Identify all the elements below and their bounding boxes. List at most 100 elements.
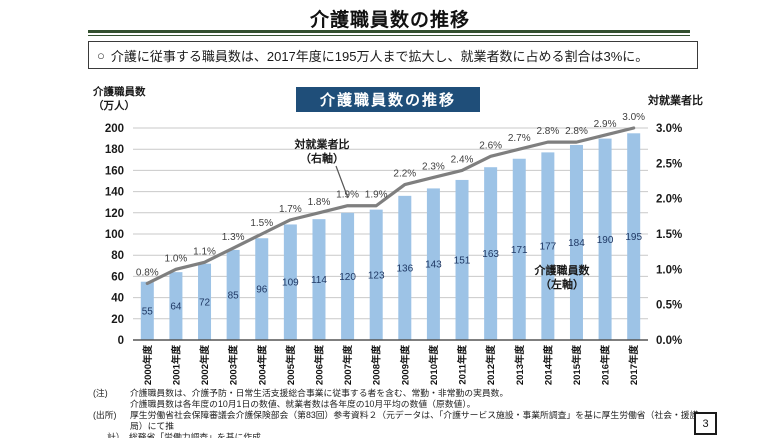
pct-label: 3.0% xyxy=(622,112,645,123)
x-axis-tick: 2005年度 xyxy=(285,345,297,386)
left-axis-tick: 20 xyxy=(111,314,124,326)
x-axis-tick: 2006年度 xyxy=(313,345,325,386)
bar-label: 190 xyxy=(597,235,614,246)
x-axis-tick: 2001年度 xyxy=(170,345,182,386)
bar xyxy=(255,238,269,340)
pct-label: 1.5% xyxy=(250,218,273,229)
bar xyxy=(169,272,183,340)
bar xyxy=(198,263,212,340)
bar-label: 163 xyxy=(482,249,499,260)
x-axis-tick: 2015年度 xyxy=(571,345,583,386)
left-axis-title-line2: （万人） xyxy=(93,99,135,112)
right-axis-tick: 2.0% xyxy=(656,194,682,206)
left-axis-tick: 140 xyxy=(105,187,124,199)
footnote-row: 介護職員数は各年度の10月1日の数値、就業者数は各年度の10月平均の数値（原数値… xyxy=(93,399,699,410)
x-axis-tick: 2016年度 xyxy=(600,345,612,386)
pct-label: 2.6% xyxy=(479,140,502,151)
pct-label: 2.9% xyxy=(594,119,617,130)
bar-label: 114 xyxy=(311,275,327,286)
x-axis-tick: 2010年度 xyxy=(428,345,440,386)
right-axis-tick: 1.0% xyxy=(656,264,682,276)
x-axis-tick: 2011年度 xyxy=(457,345,469,385)
bar xyxy=(140,281,154,340)
x-axis-tick: 2002年度 xyxy=(199,345,211,386)
x-axis-tick: 2013年度 xyxy=(514,345,526,386)
pct-label: 2.3% xyxy=(422,161,445,172)
pct-label: 1.3% xyxy=(222,232,245,243)
footnote-source-line2: 計）、総務省「労働力調査」を基に作成。 xyxy=(107,432,270,438)
right-axis-tick: 0.5% xyxy=(656,300,682,312)
ratio-line xyxy=(145,126,636,286)
left-axis-title-line1: 介護職員数 xyxy=(93,86,146,98)
title-divider xyxy=(88,30,690,36)
bar-label: 96 xyxy=(256,285,268,296)
right-axis-tick: 1.5% xyxy=(656,229,682,241)
left-axis-tick: 80 xyxy=(111,250,124,262)
x-axis-tick: 2012年度 xyxy=(485,345,497,386)
page-title: 介護職員数の推移 xyxy=(309,10,470,31)
pct-label: 1.9% xyxy=(336,190,359,201)
left-axis-tick: 60 xyxy=(111,271,124,283)
footnote-note-line2: 介護職員数は各年度の10月1日の数値、就業者数は各年度の10月平均の数値（原数値… xyxy=(130,399,476,409)
bar-label: 123 xyxy=(368,270,385,281)
left-axis-tick: 0 xyxy=(118,335,124,347)
left-axis-tick: 100 xyxy=(105,229,124,241)
bar-label: 184 xyxy=(568,238,585,249)
bar-label: 120 xyxy=(339,272,356,283)
left-axis-tick: 200 xyxy=(105,123,124,135)
annotation-right-series: 対就業者比 xyxy=(294,137,350,151)
bar xyxy=(627,133,641,340)
bar xyxy=(369,209,383,340)
left-axis-tick: 180 xyxy=(105,144,124,156)
x-axis-tick: 2003年度 xyxy=(228,345,240,386)
bar xyxy=(283,224,297,340)
bar-label: 171 xyxy=(511,245,528,256)
combo-chart: 0 20 40 60 80 100 120 140 160 180 200 0.0% 0.5% 1.0% 1… xyxy=(105,112,682,386)
left-axis-tick: 160 xyxy=(105,165,124,177)
bar-label: 177 xyxy=(540,242,557,253)
annotation-leader-line xyxy=(335,165,349,199)
x-axis-tick: 2009年度 xyxy=(399,345,411,386)
bar xyxy=(341,212,355,340)
pct-label: 1.8% xyxy=(308,197,331,208)
footnote-row: (出所) 厚生労働省社会保障審議会介護保険部会（第83回）参考資料２（元データは… xyxy=(93,410,699,432)
x-axis-tick: 2008年度 xyxy=(371,345,383,386)
left-axis-title: 介護職員数 （万人） xyxy=(93,86,146,113)
pct-label: 2.7% xyxy=(508,133,531,144)
right-axis-tick: 0.0% xyxy=(656,335,682,347)
summary-box: ○ 介護に従事する職員数は、2017年度に195万人まで拡大し、就業者数に占める… xyxy=(88,41,698,69)
bar xyxy=(541,152,555,340)
footnotes: (注) 介護職員数は、介護予防・日常生活支援総合事業に従事する者を含む、常勤・非… xyxy=(93,388,699,438)
bar-label: 136 xyxy=(396,263,413,274)
pct-label: 2.8% xyxy=(536,126,559,137)
right-axis-tick: 2.5% xyxy=(656,158,682,170)
bar xyxy=(398,195,412,340)
pct-label: 1.7% xyxy=(279,204,302,215)
bar-label: 85 xyxy=(228,290,240,301)
bar xyxy=(598,138,612,340)
bar-label: 72 xyxy=(199,297,211,308)
left-axis-tick: 40 xyxy=(111,293,124,305)
bar-label: 195 xyxy=(625,232,642,243)
left-axis-tick: 120 xyxy=(105,208,124,220)
bar xyxy=(569,144,583,340)
bar xyxy=(512,158,526,340)
pct-label: 1.0% xyxy=(165,253,188,264)
bar xyxy=(312,219,326,340)
right-axis-title: 対就業者比 xyxy=(648,95,703,107)
bar-label: 55 xyxy=(142,306,154,317)
x-axis-tick: 2017年度 xyxy=(628,345,640,386)
right-axis-tick: 3.0% xyxy=(656,123,682,135)
bar-label: 64 xyxy=(170,302,182,313)
bar-label: 109 xyxy=(282,278,299,289)
x-axis-tick: 2014年度 xyxy=(542,345,554,386)
chart-title-banner: 介護職員数の推移 xyxy=(296,87,480,112)
annotation-right-series: （右軸） xyxy=(300,151,344,165)
pct-label: 2.4% xyxy=(451,154,474,165)
pct-label: 0.8% xyxy=(136,267,159,278)
x-axis-tick: 2004年度 xyxy=(256,345,268,386)
summary-text: 介護に従事する職員数は、2017年度に195万人まで拡大し、就業者数に占める割合… xyxy=(110,48,649,64)
bar xyxy=(455,179,469,340)
footnote-source-line1: 厚生労働省社会保障審議会介護保険部会（第83回）参考資料２（元データは、「介護サ… xyxy=(130,410,699,431)
annotation-left-series: （左軸） xyxy=(540,277,584,291)
